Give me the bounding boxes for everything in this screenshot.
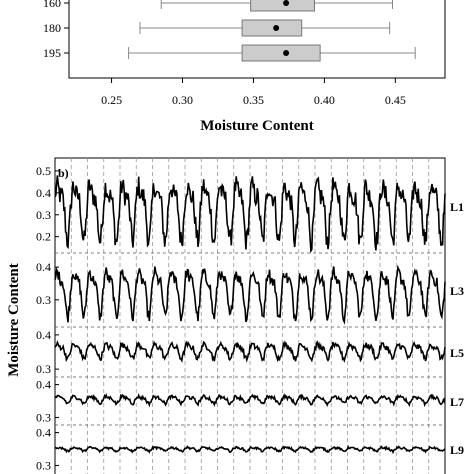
timeseries-y-tick-label: 0.3 (36, 410, 51, 424)
timeseries-line-L9 (55, 444, 446, 455)
boxplot-category-labels: 160 180 195 (43, 0, 69, 60)
timeseries-y-tick-label: 0.3 (36, 362, 51, 376)
timeseries-y-tick-label: 0.3 (36, 208, 51, 222)
boxplot-x-tick-label: 0.25 (101, 93, 122, 107)
timeseries-y-tick-label: 0.4 (36, 328, 51, 342)
timeseries-subpanel: 0.2 0.3 0.4 0.5 L1 (36, 164, 464, 254)
timeseries-series-label: L5 (450, 346, 464, 360)
boxplot-frame (68, 0, 446, 79)
timeseries-subpanel: 0.3 0.4 L5 (36, 328, 464, 378)
timeseries-panel: 0.20.30.40.5L10.30.4L30.30.4L50.30.4L70.… (6, 157, 464, 474)
boxplot-category-label: 180 (43, 21, 61, 35)
timeseries-y-tick-label: 0.4 (36, 426, 51, 440)
timeseries-y-tick-label: 0.4 (36, 378, 51, 392)
boxplot-category-label: 195 (43, 46, 61, 60)
boxplot-mean-marker (273, 25, 280, 31)
timeseries-subpanel: 0.3 0.4 L3 (36, 260, 464, 328)
boxplot-box (241, 44, 321, 62)
boxplot-mean-marker (283, 50, 290, 56)
timeseries-series: 0.20.30.40.5L10.30.4L30.30.4L50.30.4L70.… (36, 164, 464, 472)
boxplot-x-tick-label: 0.45 (385, 93, 406, 107)
timeseries-line-L3 (54, 264, 446, 325)
timeseries-line-L5 (54, 339, 446, 364)
timeseries-y-tick-label: 0.3 (36, 458, 51, 472)
boxplot-x-tick-label: 0.30 (172, 93, 193, 107)
boxplot-panel: 160 180 195 0.25 0.30 0.35 0.40 0.45 Moisture … (43, 0, 446, 134)
boxplot-mean-marker (283, 0, 290, 6)
timeseries-y-tick-label: 0.2 (36, 230, 51, 244)
boxplot-boxes (128, 0, 416, 62)
timeseries-subpanel: 0.3 0.4 L9 (36, 426, 464, 473)
timeseries-series-label: L7 (450, 395, 464, 409)
timeseries-series-label: L1 (450, 200, 464, 214)
timeseries-subpanel: 0.3 0.4 L7 (36, 378, 464, 426)
boxplot-category-label: 160 (43, 0, 61, 10)
boxplot-x-axis-title: Moisture Content (200, 118, 313, 134)
boxplot-box (241, 19, 303, 37)
timeseries-y-tick-label: 0.4 (36, 260, 51, 274)
boxplot-x-tick-label: 0.40 (314, 93, 335, 107)
timeseries-y-axis-title: Moisture Content (6, 263, 22, 376)
timeseries-y-tick-label: 0.3 (36, 293, 51, 307)
timeseries-line-L1 (54, 175, 446, 254)
boxplot-x-ticks: 0.25 0.30 0.35 0.40 0.45 (101, 78, 406, 107)
timeseries-y-tick-label: 0.4 (36, 186, 51, 200)
timeseries-line-L7 (54, 392, 446, 408)
timeseries-panel-label: b) (58, 166, 69, 180)
boxplot-box (250, 0, 315, 12)
timeseries-series-label: L3 (450, 284, 464, 298)
timeseries-y-tick-label: 0.5 (36, 164, 51, 178)
timeseries-series-label: L9 (450, 443, 464, 457)
boxplot-x-tick-label: 0.35 (243, 93, 264, 107)
